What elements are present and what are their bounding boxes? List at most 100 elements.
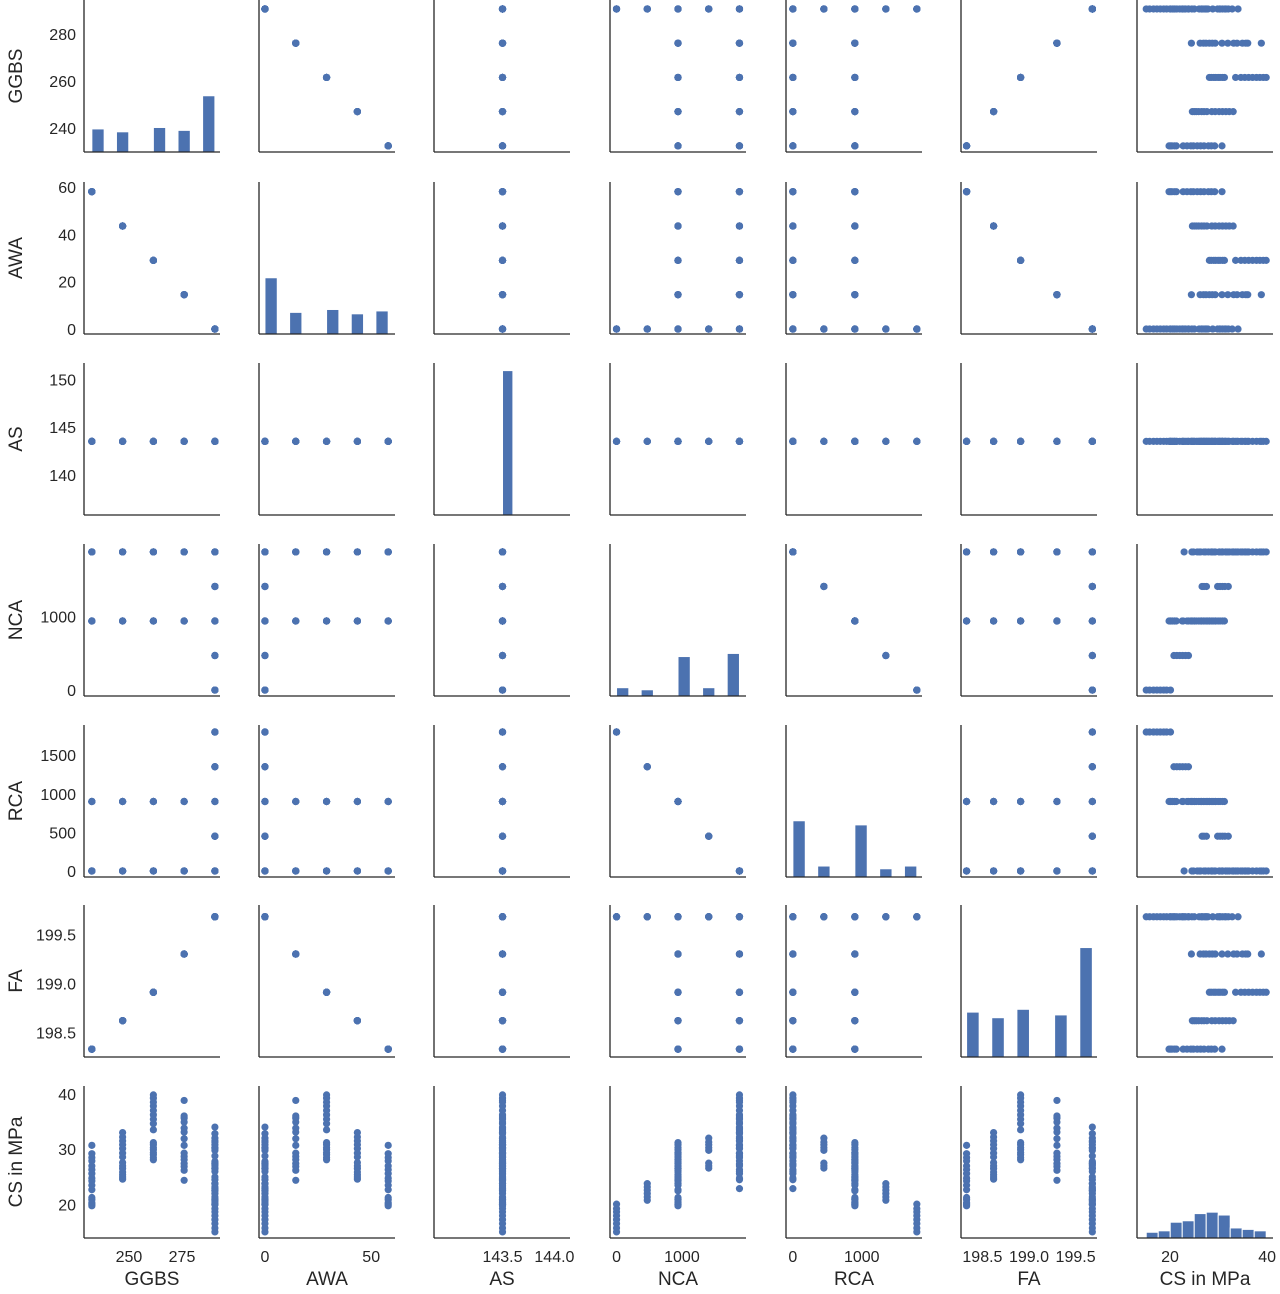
scatter-point [292,1124,300,1132]
panel-fa-vs-as [433,905,570,1058]
hist-bar [326,308,340,335]
scatter-point [1171,617,1179,625]
scatter-point [1228,867,1236,875]
scatter-point [261,913,269,921]
panel-rca-vs-cs-in-mpa [1136,725,1273,878]
panel-cs-in-mpa-vs-as [433,1086,570,1239]
scatter-point [498,1200,507,1208]
scatter-point [498,1112,507,1120]
scatter-point [1218,142,1226,150]
hist-bar [1157,1230,1171,1239]
scatter-point [643,763,651,771]
panel-nca-vs-rca [785,544,922,697]
y-tick-label: 1000 [40,610,76,627]
panel-fa-vs-fa [960,905,1097,1058]
panel-awa-vs-rca [785,182,922,335]
hist-bar [1241,1228,1255,1239]
scatter-point [1198,437,1206,445]
scatter-point [643,913,651,921]
scatter-point [705,325,713,333]
scatter-point [1166,325,1175,333]
scatter-point [820,1134,828,1142]
scatter-point [913,5,921,13]
y-tick-label: 260 [49,74,76,91]
y-tick-label: 20 [58,1198,76,1215]
scatter-point [180,437,188,445]
scatter-point [789,1130,797,1138]
scatter-point [789,291,797,299]
scatter-point [962,1162,971,1170]
scatter-point [674,1165,682,1173]
panel-as-vs-as [433,363,570,516]
y-axis-label-fa: FA [6,969,27,993]
panel-cs-in-mpa-vs-rca [785,1086,922,1239]
scatter-point [1211,950,1219,958]
scatter-point [1053,437,1061,445]
scatter-point [1053,867,1061,875]
scatter-point [851,617,859,625]
scatter-point [1088,728,1096,736]
scatter-point [211,582,219,591]
scatter-point [211,1123,219,1131]
scatter-point [211,797,219,806]
scatter-point [211,1200,219,1208]
hist-bar [1181,1220,1195,1239]
panel-as-vs-rca [785,363,922,516]
scatter-point [1233,291,1241,299]
scatter-point [384,548,392,556]
panel-fa-vs-nca [609,905,746,1058]
scatter-point [498,325,507,333]
x-tick-label: 0 [612,1249,621,1266]
scatter-point [1178,617,1186,625]
y-tick-label: 20 [58,275,76,292]
scatter-point [498,1045,507,1053]
scatter-point [789,950,797,958]
scatter-point [88,617,96,625]
scatter-point [1088,325,1096,333]
scatter-point [789,1137,797,1145]
scatter-point [789,1112,797,1120]
panel-cs-in-mpa-vs-fa [960,1086,1097,1239]
scatter-point [180,1141,188,1149]
scatter-point [913,686,921,694]
scatter-point [498,686,507,694]
scatter-point [88,1177,96,1185]
panel-rca-vs-nca [609,725,746,878]
x-tick-label: 20 [1161,1249,1179,1266]
scatter-point [149,988,157,996]
scatter-point [292,1149,300,1157]
scatter-point [261,763,269,771]
panel-rca-vs-ggbs [83,725,220,878]
scatter-point [674,1187,682,1195]
panel-as-vs-cs-in-mpa [1136,363,1273,516]
scatter-point [261,437,269,445]
scatter-point [674,108,682,116]
scatter-point [735,950,744,958]
scatter-point [612,5,621,13]
scatter-point [851,1157,859,1166]
hist-bar [966,1011,980,1058]
scatter-point [498,988,507,996]
scatter-point [735,867,744,875]
scatter-point [851,256,859,264]
scatter-point [211,832,219,840]
scatter-point [851,39,859,47]
scatter-point [292,437,300,445]
scatter-point [1017,437,1025,445]
scatter-point [498,1157,507,1166]
panel-awa-vs-ggbs [83,182,220,335]
scatter-point [1166,5,1175,13]
y-tick-label: 1500 [40,748,76,765]
scatter-point [1180,867,1188,875]
scatter-point [1088,686,1096,694]
scatter-point [962,142,971,150]
x-tick-label: 1000 [844,1249,880,1266]
scatter-point [962,188,971,196]
scatter-point [1166,913,1175,921]
scatter-point [1229,1017,1237,1025]
panel-cs-in-mpa-vs-awa [258,1086,395,1239]
scatter-point [1203,108,1211,116]
scatter-point [1234,325,1242,333]
scatter-point [789,325,797,333]
scatter-point [1088,1180,1096,1188]
